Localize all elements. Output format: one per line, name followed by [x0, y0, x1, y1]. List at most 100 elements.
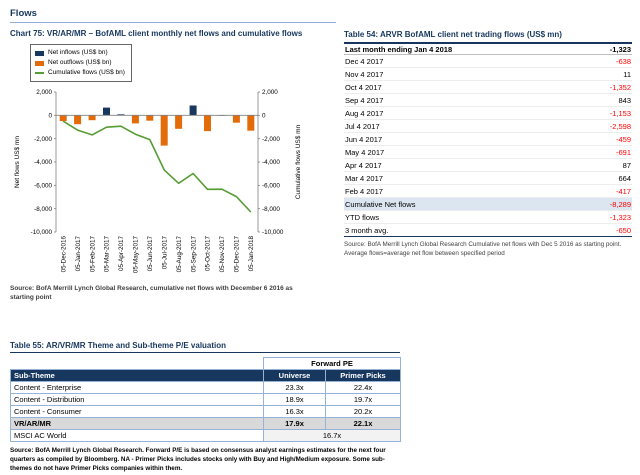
forward-pe-header: Forward PE: [263, 357, 401, 370]
svg-text:0: 0: [48, 113, 52, 120]
table54-row: 3 month avg. -650: [344, 224, 632, 237]
table54-row: Oct 4 2017 -1,352: [344, 81, 632, 94]
svg-text:-10,000: -10,000: [262, 230, 284, 237]
row-label: Mar 4 2017: [345, 173, 383, 183]
row-value: -650: [615, 225, 631, 235]
table54-row: Feb 4 2017 -417: [344, 185, 632, 198]
legend-label: Net inflows (US$ bn): [48, 49, 108, 57]
row-value: -691: [615, 147, 631, 157]
net-flow-bars: [59, 105, 255, 146]
empty-cell: [11, 358, 264, 370]
table54-row: May 4 2017 -691: [344, 146, 632, 159]
subtheme-cell: Content - Enterprise: [10, 381, 264, 394]
table54-row: Nov 4 2017 11: [344, 68, 632, 81]
legend-item: Net outflows (US$ bn): [35, 58, 125, 68]
table55-row: Content - Enterprise 23.3x 22.4x: [10, 381, 401, 394]
row-label: Apr 4 2017: [345, 160, 382, 170]
table54-source-line1: Source: BofA Merrill Lynch Global Resear…: [344, 241, 622, 248]
subtheme-cell: Content - Consumer: [10, 405, 264, 418]
svg-text:-8,000: -8,000: [262, 206, 280, 213]
row-value: 664: [618, 173, 631, 183]
svg-text:-6,000: -6,000: [34, 183, 52, 190]
table55-column-header-row: Sub-Theme Universe Primer Picks: [10, 369, 401, 382]
table54-row: Sep 4 2017 843: [344, 94, 632, 107]
table55-section: Table 55: AR/VR/MR Theme and Sub-theme P…: [10, 341, 406, 473]
primer-picks-cell: 20.2x: [325, 405, 401, 418]
svg-text:05-Oct-2017: 05-Oct-2017: [205, 236, 212, 271]
svg-text:05-Dec-2017: 05-Dec-2017: [234, 236, 241, 273]
table54-row: Last month ending Jan 4 2018 -1,323: [344, 42, 632, 55]
svg-text:2,000: 2,000: [262, 90, 278, 97]
row-label: May 4 2017: [345, 147, 385, 157]
row-label: Aug 4 2017: [345, 108, 384, 118]
row-label: YTD flows: [345, 212, 380, 222]
svg-text:05-Jun-2017: 05-Jun-2017: [147, 236, 154, 272]
col-header-universe: Universe: [263, 369, 326, 382]
row-value: 11: [623, 69, 631, 79]
row-value: -1,323: [609, 44, 631, 54]
table55-row: Content - Consumer 16.3x 20.2x: [10, 405, 401, 418]
line-swatch-icon: [35, 72, 44, 75]
svg-text:-2,000: -2,000: [262, 136, 280, 143]
row-value: -2,598: [609, 121, 631, 131]
table55: Forward PE Sub-Theme Universe Primer Pic…: [10, 357, 401, 442]
row-value: -417: [615, 186, 631, 196]
chart-title: Chart 75: VR/AR/MR – BofAML client month…: [10, 29, 303, 38]
row-label: Feb 4 2017: [345, 186, 383, 196]
subtheme-cell: Content - Distribution: [10, 393, 264, 406]
table54-source-line2: Average flows=average net flow between s…: [344, 250, 505, 258]
svg-text:05-Jul-2017: 05-Jul-2017: [161, 236, 168, 270]
svg-text:05-Apr-2017: 05-Apr-2017: [118, 236, 125, 272]
primer-picks-cell: 22.1x: [325, 417, 401, 430]
bar-swatch-icon: [35, 60, 44, 66]
table55-title: Table 55: AR/VR/MR Theme and Sub-theme P…: [10, 341, 400, 353]
svg-text:-4,000: -4,000: [262, 160, 280, 167]
row-label: 3 month avg.: [345, 225, 389, 235]
row-label: Nov 4 2017: [345, 69, 384, 79]
table55-row: MSCI AC World 16.7x: [10, 429, 401, 442]
svg-text:-2,000: -2,000: [34, 136, 52, 143]
chart-source-note: Source: BofA Merrill Lynch Global Resear…: [10, 285, 293, 302]
svg-text:05-Dec-2016: 05-Dec-2016: [60, 236, 67, 273]
subtheme-cell: MSCI AC World: [10, 429, 264, 442]
svg-text:-8,000: -8,000: [34, 206, 52, 213]
svg-text:05-Nov-2017: 05-Nov-2017: [219, 236, 226, 273]
table54: Last month ending Jan 4 2018 -1,323 Dec 4 …: [344, 42, 632, 237]
svg-text:05-Jan-2018: 05-Jan-2018: [248, 236, 255, 272]
row-value: -1,323: [609, 212, 631, 222]
row-label: Jul 4 2017: [345, 121, 380, 131]
legend-item: Net inflows (US$ bn): [35, 48, 125, 58]
table55-source-note: Source: BofA Merrill Lynch Global Resear…: [10, 447, 386, 473]
table54-row: Apr 4 2017 87: [344, 159, 632, 172]
table54-row: Jul 4 2017 -2,598: [344, 120, 632, 133]
table54-column: Table 54: ARVR BofAML client net trading…: [344, 30, 632, 258]
primer-picks-cell: 22.4x: [325, 381, 401, 394]
table54-row: Dec 4 2017 -638: [344, 55, 632, 68]
row-value: 843: [618, 95, 631, 105]
y-axis-title-right: Cumulative flows US$ mn: [295, 125, 302, 200]
svg-text:05-Jan-2017: 05-Jan-2017: [75, 236, 82, 272]
row-label: Oct 4 2017: [345, 82, 382, 92]
legend-label: Net outflows (US$ bn): [48, 59, 112, 67]
col-header-primer-picks: Primer Picks: [325, 369, 401, 382]
bar-swatch-icon: [35, 50, 44, 56]
section-title: Flows: [10, 8, 336, 23]
row-value: -8,289: [609, 199, 631, 209]
row-label: Last month ending Jan 4 2018: [345, 44, 453, 54]
merged-value-cell: 16.7x: [263, 429, 401, 442]
row-value: -459: [615, 134, 631, 144]
cumulative-flows-line: [62, 120, 252, 213]
legend-item: Cumulative flows (US$ bn): [35, 68, 125, 78]
table54-row: YTD flows -1,323: [344, 211, 632, 224]
row-value: -638: [615, 56, 631, 66]
x-axis-labels: 05-Dec-2016 05-Jan-2017 05-Feb-2017 05-Mar-…: [60, 236, 255, 274]
svg-text:0: 0: [262, 113, 266, 120]
universe-cell: 18.9x: [263, 393, 326, 406]
legend-label: Cumulative flows (US$ bn): [48, 69, 125, 77]
chart-axes: 2,000 2,000 0 0 -2,000 -2,000 -4,000 -4,000 -6,0…: [31, 90, 284, 237]
row-label: Jun 4 2017: [345, 134, 383, 144]
table55-group-header-row: Forward PE: [11, 357, 401, 370]
table54-row: Aug 4 2017 -1,153: [344, 107, 632, 120]
table55-row: VR/AR/MR 17.9x 22.1x: [10, 417, 401, 430]
